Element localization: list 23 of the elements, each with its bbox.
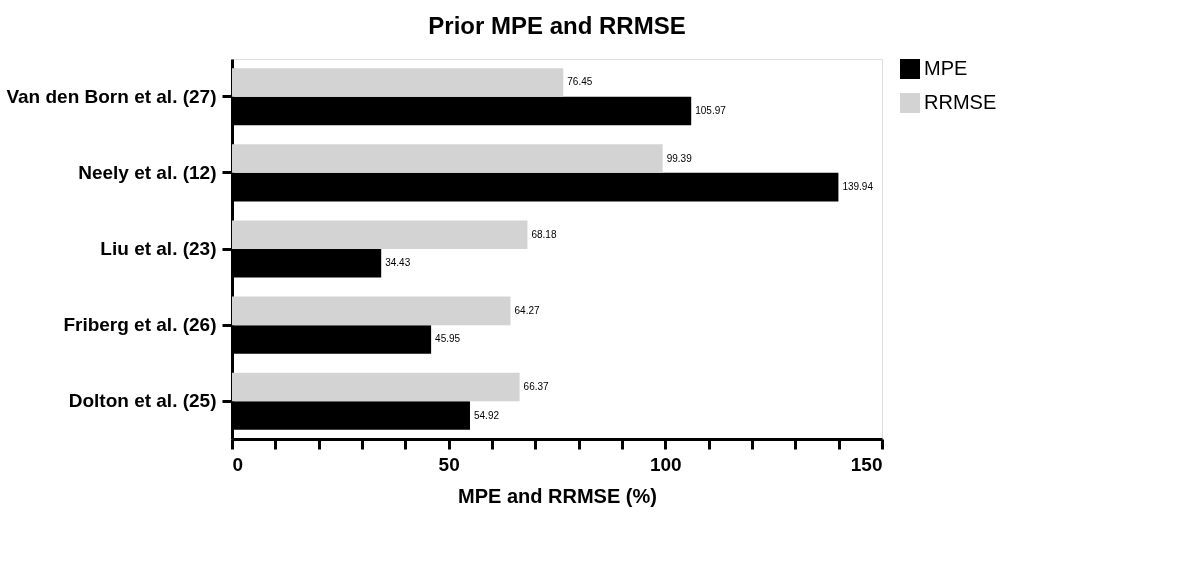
legend-label: MPE [924,57,968,79]
y-tick-label: Dolton et al. (25) [68,390,217,412]
legend-label: RRMSE [924,91,997,113]
data-label: 34.43 [385,257,411,269]
x-axis-title: MPE and RRMSE (%) [458,484,657,507]
data-label: 99.39 [666,152,693,164]
x-tick-label: 100 [649,453,682,475]
data-label: 45.95 [435,333,461,345]
data-label: 54.92 [473,409,500,421]
x-tick-label: 0 [232,453,244,475]
y-tick-label: Friberg et al. (26) [63,314,217,336]
y-tick-label: Van den Born et al. (27) [6,85,217,107]
y-tick-label: Neely et al. (12) [78,161,217,183]
data-label: 68.18 [531,228,557,240]
x-tick-label: 150 [850,453,883,475]
x-tick-label: 50 [438,453,460,475]
data-label: 105.97 [695,104,727,116]
data-label: 64.27 [514,304,540,316]
data-label: 139.94 [842,181,874,193]
data-label: 76.45 [567,76,593,88]
y-tick-label: Liu et al. (23) [100,238,217,259]
chart-title: Prior MPE and RRMSE [428,12,686,39]
data-label: 66.37 [523,381,550,393]
